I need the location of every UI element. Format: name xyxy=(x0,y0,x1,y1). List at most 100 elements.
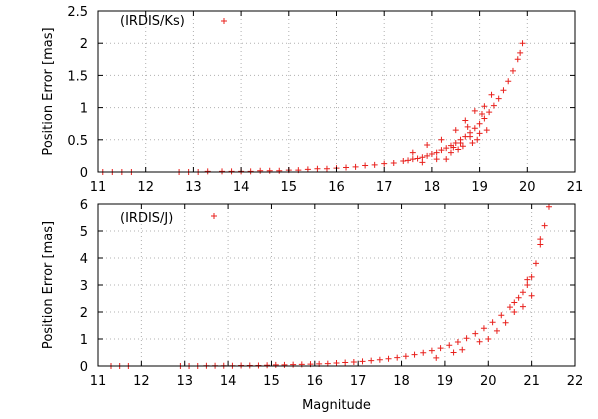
x-tick-label: 19 xyxy=(471,180,488,195)
data-point xyxy=(483,127,490,134)
data-point xyxy=(247,168,254,175)
legend-marker xyxy=(221,18,227,24)
data-point xyxy=(459,346,466,353)
data-point xyxy=(467,133,474,140)
plot-frame xyxy=(97,203,576,367)
data-point xyxy=(257,167,264,174)
data-point xyxy=(433,354,440,361)
data-point xyxy=(385,355,392,362)
data-point xyxy=(511,299,518,306)
scatter-points xyxy=(99,40,526,175)
data-point xyxy=(481,115,488,122)
y-tick-labels: 0 0.5 1 1.5 2 2.5 xyxy=(67,5,88,181)
data-point xyxy=(204,168,211,175)
y-tick-label: 4 xyxy=(80,252,88,267)
data-point xyxy=(411,351,418,358)
x-tick-label: 11 xyxy=(90,374,107,389)
data-point xyxy=(419,159,426,166)
y-tick-label: 0.5 xyxy=(67,134,88,149)
data-point xyxy=(505,78,512,85)
data-point xyxy=(402,353,409,360)
y-tick-label: 0 xyxy=(80,360,88,375)
data-point xyxy=(498,312,505,319)
x-tick-label: 22 xyxy=(567,374,584,389)
data-point xyxy=(246,362,253,369)
legend-marker-glyph xyxy=(211,213,217,219)
y-tick-label: 2 xyxy=(80,306,88,321)
data-point xyxy=(519,40,526,47)
data-point xyxy=(517,49,524,56)
data-point xyxy=(481,103,488,110)
data-point xyxy=(459,143,466,150)
y-axis-label: Position Error [mas] xyxy=(41,221,56,349)
data-point xyxy=(474,136,481,143)
y-tick-label: 1 xyxy=(80,333,88,348)
data-point xyxy=(443,156,450,163)
y-tick-label: 0 xyxy=(80,166,88,181)
x-tick-label: 14 xyxy=(233,180,250,195)
data-point xyxy=(409,156,416,163)
data-point xyxy=(450,349,457,356)
data-point xyxy=(455,146,462,153)
data-point xyxy=(528,273,535,280)
x-axis-label: Magnitude xyxy=(302,398,371,413)
x-tick-labels: 11 12 13 14 15 16 17 18 19 20 21 xyxy=(90,180,584,195)
grid xyxy=(98,204,575,366)
x-tick-label: 21 xyxy=(567,180,584,195)
x-tick-label: 15 xyxy=(263,374,280,389)
data-point xyxy=(495,95,502,102)
data-point xyxy=(545,203,552,210)
x-tick-label: 15 xyxy=(281,180,298,195)
x-tick-label: 14 xyxy=(220,374,237,389)
data-point xyxy=(438,136,445,143)
data-point xyxy=(424,152,431,159)
y-axis-label: Position Error [mas] xyxy=(41,27,56,155)
data-point xyxy=(524,282,531,288)
data-point xyxy=(343,164,350,171)
data-point xyxy=(419,154,426,161)
data-point xyxy=(485,336,492,342)
data-point xyxy=(489,319,496,326)
data-point xyxy=(462,117,469,124)
y-tick-label: 3 xyxy=(80,279,88,294)
data-point xyxy=(390,159,397,166)
data-point xyxy=(519,303,526,310)
x-tick-label: 12 xyxy=(137,180,154,195)
data-point xyxy=(506,304,513,311)
x-tick-labels: 11 12 13 14 15 16 17 18 19 20 21 22 xyxy=(90,374,584,389)
x-tick-label: 13 xyxy=(176,374,193,389)
data-point xyxy=(454,338,461,345)
legend-marker-glyph xyxy=(221,18,227,24)
data-point xyxy=(368,357,375,364)
chart-irdis-ks: 11 12 13 14 15 16 17 18 19 20 21 0 0.5 1 1.5 2 2.5 (IRD… xyxy=(41,5,583,195)
data-point xyxy=(362,162,369,169)
x-tick-label: 11 xyxy=(90,180,107,195)
data-point xyxy=(394,354,401,361)
data-point xyxy=(472,330,479,337)
data-point xyxy=(476,120,483,127)
data-point xyxy=(376,356,383,363)
data-point xyxy=(509,67,516,74)
x-tick-label: 16 xyxy=(307,374,324,389)
data-point xyxy=(471,107,478,114)
legend: (IRDIS/J) xyxy=(120,211,217,226)
data-point xyxy=(446,342,453,349)
x-tick-label: 20 xyxy=(480,374,497,389)
y-tick-label: 2.5 xyxy=(67,5,88,20)
data-point xyxy=(314,165,321,172)
y-tick-label: 6 xyxy=(80,198,88,213)
data-point xyxy=(443,145,450,152)
data-point xyxy=(405,157,412,164)
legend: (IRDIS/Ks) xyxy=(120,14,227,29)
x-tick-label: 18 xyxy=(424,180,441,195)
data-point xyxy=(290,361,297,368)
data-point xyxy=(414,155,421,162)
data-point xyxy=(524,276,531,283)
data-point xyxy=(478,111,485,118)
data-point xyxy=(424,141,431,148)
data-point xyxy=(490,102,497,109)
y-tick-label: 1 xyxy=(80,102,88,117)
data-point xyxy=(537,236,544,243)
